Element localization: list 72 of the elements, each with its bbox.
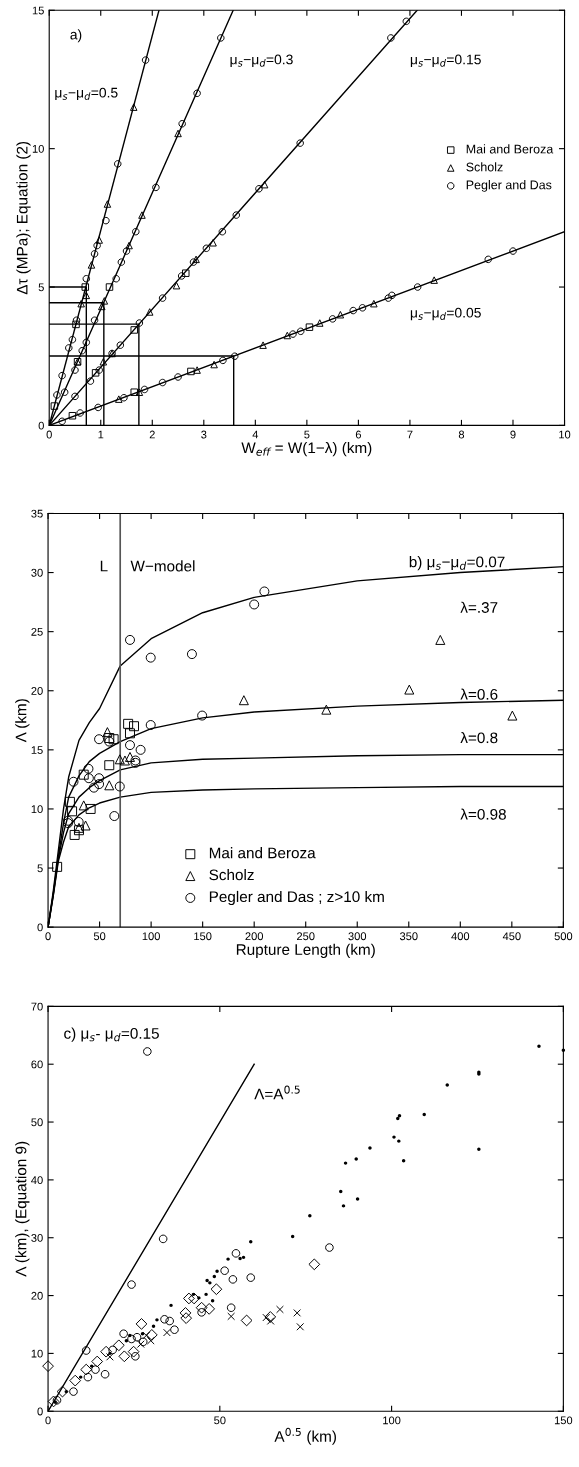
legend-label: Mai and Beroza: [209, 847, 316, 859]
y-tick-label: 70: [31, 1002, 43, 1011]
y-axis-title: Δτ (MPa); Equation (2): [16, 141, 31, 295]
y-tick-label: 10: [31, 1349, 43, 1358]
y-axis-title: Λ (km): [15, 699, 30, 743]
y-axis-title: Λ (km), (Equation 9): [15, 1141, 30, 1277]
x-tick-label: 8: [458, 430, 465, 439]
x-axis-title: Rupture Length (km): [236, 943, 375, 958]
x-tick-label: 10: [559, 430, 571, 439]
x-axis-title: A$^{0.5}$ (km): [274, 1427, 336, 1445]
legend-label: Mai and Beroza: [466, 144, 554, 154]
y-tick-label: 15: [32, 6, 44, 15]
annotation: μ$_{s}$−μ$_{d}$=0.15: [410, 54, 481, 67]
x-axis-title: W$_{eff}$ = W(1−λ) (km): [241, 442, 372, 457]
x-tick-label: 250: [297, 932, 315, 941]
x-tick-label: 50: [93, 932, 106, 941]
y-tick-label: 20: [31, 687, 43, 695]
x-tick-label: 100: [383, 1416, 401, 1425]
y-tick-label: 40: [31, 1176, 43, 1185]
annotation: λ=0.8: [460, 731, 498, 744]
y-tick-label: 60: [31, 1060, 43, 1069]
x-tick-label: 6: [355, 430, 361, 439]
legend-label: Pegler and Das: [466, 180, 552, 192]
y-tick-label: 25: [31, 627, 43, 636]
y-tick-label: 10: [32, 144, 44, 153]
y-tick-label: 5: [38, 283, 44, 292]
annotation: L: [100, 560, 108, 572]
x-tick-label: 3: [201, 430, 207, 439]
annotation: μ$_{s}$−μ$_{d}$=0.05: [410, 307, 481, 321]
y-tick-label: 0: [37, 923, 43, 932]
x-tick-label: 450: [502, 932, 521, 941]
annotation: λ=0.6: [460, 688, 498, 700]
y-tick-label: 50: [31, 1118, 43, 1127]
x-tick-label: 0: [45, 932, 51, 941]
x-tick-label: 100: [142, 932, 160, 941]
x-tick-label: 400: [451, 932, 470, 941]
y-tick-label: 20: [31, 1291, 43, 1300]
legend-label: Scholz: [466, 162, 503, 172]
x-tick-label: 200: [245, 932, 264, 941]
x-tick-label: 2: [149, 430, 155, 439]
y-tick-label: 30: [31, 568, 43, 577]
y-tick-label: 0: [38, 421, 44, 430]
annotation: Λ=A$^{0.5}$: [254, 1085, 300, 1100]
y-tick-label: 5: [37, 864, 43, 873]
y-tick-label: 15: [31, 746, 43, 754]
annotation: μ$_{s}$−μ$_{d}$=0.3: [230, 54, 293, 67]
y-tick-label: 10: [31, 805, 43, 814]
legend-label: Pegler and Das ; z>10 km: [209, 890, 384, 906]
x-tick-label: 9: [510, 430, 516, 439]
annotation: μ$_{s}$−μ$_{d}$=0.5: [55, 87, 118, 101]
annotation: λ=.37: [460, 601, 498, 613]
y-tick-label: 0: [37, 1407, 43, 1416]
legend-label: Scholz: [209, 869, 254, 881]
x-tick-label: 1: [98, 430, 104, 439]
x-tick-label: 50: [214, 1416, 226, 1425]
annotation: a): [70, 29, 82, 43]
y-tick-label: 30: [31, 1234, 43, 1242]
x-tick-label: 150: [554, 1416, 573, 1425]
annotation: W−model: [130, 560, 195, 572]
annotation: c) μ$_{s}$- μ$_{d}$=0.15: [64, 1027, 159, 1042]
x-tick-label: 150: [194, 932, 212, 941]
annotation: b) μ$_{s}$−μ$_{d}$=0.07: [409, 556, 505, 571]
x-tick-label: 500: [554, 932, 573, 941]
x-tick-label: 5: [304, 430, 310, 439]
x-tick-label: 300: [348, 932, 367, 941]
y-tick-label: 35: [31, 509, 43, 518]
x-tick-label: 350: [399, 932, 418, 941]
x-tick-label: 0: [46, 430, 52, 439]
x-tick-label: 7: [407, 430, 413, 439]
annotation: λ=0.98: [460, 808, 506, 820]
x-tick-label: 0: [45, 1416, 51, 1425]
x-tick-label: 4: [252, 430, 259, 439]
